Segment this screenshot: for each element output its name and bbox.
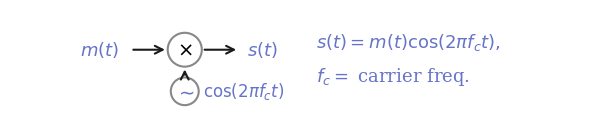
Text: $m(t)$: $m(t)$ (80, 40, 119, 60)
Text: $\cos(2\pi f_c t)$: $\cos(2\pi f_c t)$ (203, 81, 285, 102)
Text: $f_c = $ carrier freq.: $f_c = $ carrier freq. (317, 66, 470, 88)
Text: $\times$: $\times$ (177, 40, 193, 59)
Text: $s(t)$: $s(t)$ (247, 40, 278, 60)
Text: $s(t) = m(t)\cos(2\pi f_c t),$: $s(t) = m(t)\cos(2\pi f_c t),$ (317, 32, 501, 53)
Text: $\sim$: $\sim$ (174, 82, 195, 101)
